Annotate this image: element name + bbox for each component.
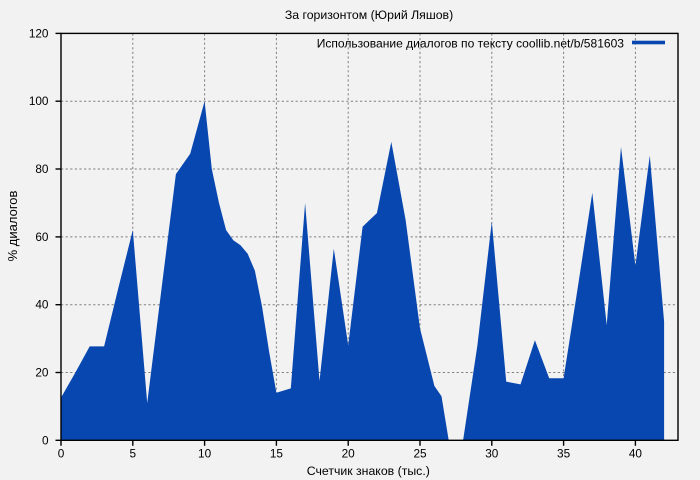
svg-text:0: 0 bbox=[42, 433, 49, 447]
svg-text:25: 25 bbox=[413, 447, 427, 461]
svg-text:За горизонтом (Юрий Ляшов): За горизонтом (Юрий Ляшов) bbox=[285, 8, 453, 22]
svg-text:0: 0 bbox=[58, 447, 65, 461]
svg-text:30: 30 bbox=[485, 447, 499, 461]
svg-text:% диалогов: % диалогов bbox=[5, 191, 20, 262]
svg-text:5: 5 bbox=[130, 447, 137, 461]
svg-text:15: 15 bbox=[270, 447, 284, 461]
svg-text:40: 40 bbox=[35, 298, 49, 312]
svg-text:20: 20 bbox=[35, 366, 49, 380]
svg-text:35: 35 bbox=[557, 447, 571, 461]
svg-text:40: 40 bbox=[629, 447, 643, 461]
svg-text:120: 120 bbox=[29, 26, 49, 40]
svg-text:60: 60 bbox=[35, 230, 49, 244]
svg-text:10: 10 bbox=[198, 447, 212, 461]
svg-text:80: 80 bbox=[35, 162, 49, 176]
svg-text:Счетчик знаков (тыс.): Счетчик знаков (тыс.) bbox=[307, 464, 430, 478]
svg-text:20: 20 bbox=[342, 447, 356, 461]
svg-text:100: 100 bbox=[29, 94, 49, 108]
svg-text:Использование диалогов по текс: Использование диалогов по тексту coollib… bbox=[317, 36, 625, 50]
